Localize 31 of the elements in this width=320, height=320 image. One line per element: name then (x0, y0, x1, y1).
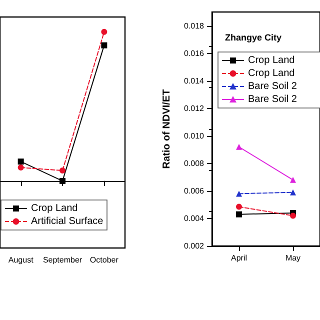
y-tick-label: 0.016 (184, 48, 205, 58)
point (60, 168, 66, 174)
legend-label: Artificial Surface (31, 216, 104, 227)
y-tick-label: 0.018 (184, 21, 205, 30)
x-tick-label: September (42, 256, 82, 264)
point (18, 164, 24, 171)
legend-label: Crop Land (248, 55, 295, 66)
y-tick-label: 0.002 (184, 242, 205, 250)
point (101, 28, 108, 35)
x-tick-label: May (285, 254, 301, 262)
point (236, 211, 242, 218)
y-tick-label: 0.004 (184, 214, 205, 223)
y-tick-label: 0.008 (184, 158, 205, 168)
point (18, 158, 24, 165)
legend-label: Crop Land (248, 68, 295, 79)
x-tick-label: October (90, 256, 119, 264)
y-tick-label: 0.010 (184, 131, 205, 140)
point (60, 178, 66, 184)
point (290, 212, 296, 219)
legend-label: Bare Soil 2 (248, 81, 298, 92)
y-tick-label: 0.012 (184, 104, 205, 113)
x-tick-label: April (230, 254, 248, 262)
legend-label: Bare Soil 2 (248, 94, 298, 105)
y-tick-label: 0.006 (184, 186, 205, 196)
y-axis-title: Ratio of NDVI/ET (162, 89, 172, 169)
x-tick-label: August (8, 256, 34, 264)
point (101, 42, 108, 48)
text: Zhangye City (225, 32, 282, 42)
point (236, 204, 242, 210)
y-tick-label: 0.014 (184, 76, 205, 86)
legend-label: Crop Land (31, 203, 78, 214)
